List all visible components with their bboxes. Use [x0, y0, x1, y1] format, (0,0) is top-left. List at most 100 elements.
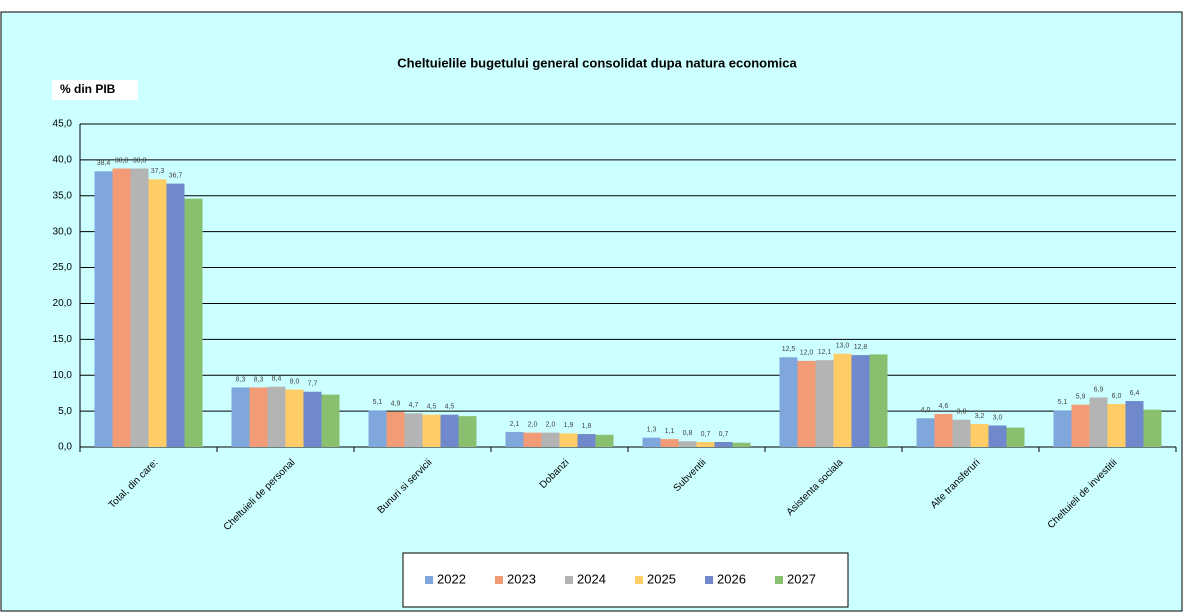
bar: [386, 411, 405, 447]
bar: [797, 360, 816, 447]
bar: [523, 432, 542, 447]
bar: [577, 434, 596, 447]
data-label: 4,7: [409, 402, 419, 409]
bar: [184, 198, 203, 447]
data-label: 3,8: [957, 409, 967, 416]
legend-swatch: [565, 576, 573, 584]
bar: [321, 394, 340, 447]
y-axis-label: % din PIB: [60, 82, 116, 96]
data-label: 12,5: [782, 346, 796, 353]
legend: 2022 2023 2024 2025 2026 2027: [402, 552, 849, 608]
bar: [505, 431, 524, 447]
bar: [303, 391, 322, 447]
data-label: 13,0: [836, 343, 850, 350]
bar: [851, 355, 870, 447]
data-label: 4,5: [427, 404, 437, 411]
legend-label: 2023: [507, 571, 536, 586]
data-label: 8,3: [236, 376, 246, 383]
y-tick-label: 10,0: [53, 370, 73, 381]
bar: [148, 179, 167, 447]
bar: [833, 353, 852, 447]
y-tick-label: 25,0: [53, 262, 73, 273]
bar: [714, 441, 733, 447]
y-label-box: [52, 80, 138, 100]
y-tick-label: 35,0: [53, 190, 73, 201]
y-tick-label: 0,0: [58, 442, 72, 453]
bar: [541, 432, 560, 447]
legend-label: 2022: [437, 571, 466, 586]
bar: [988, 425, 1007, 447]
bar: [112, 168, 131, 447]
legend-swatch: [635, 576, 643, 584]
y-tick-label: 45,0: [53, 119, 73, 130]
y-tick-label: 5,0: [58, 406, 72, 417]
data-label: 12,1: [818, 349, 832, 356]
legend-box: [402, 552, 849, 608]
bar: [130, 168, 149, 447]
legend-label: 2026: [717, 571, 746, 586]
data-label: 5,9: [1076, 393, 1086, 400]
legend-label: 2025: [647, 571, 676, 586]
data-label: 1,3: [647, 427, 657, 434]
chart-title: Cheltuielile bugetului general consolida…: [397, 55, 797, 70]
bar: [166, 183, 185, 447]
data-label: 5,1: [373, 399, 383, 406]
data-label: 1,9: [564, 422, 574, 429]
data-label: 1,8: [582, 423, 592, 430]
bar: [94, 171, 113, 447]
data-label: 4,5: [445, 404, 455, 411]
bar: [285, 389, 304, 447]
data-label: 12,0: [800, 350, 814, 357]
bar: [815, 360, 834, 447]
data-label: 6,0: [1112, 393, 1122, 400]
bar: [1071, 404, 1090, 447]
bar: [1143, 409, 1162, 447]
legend-swatch: [425, 576, 433, 584]
data-label: 1,1: [665, 428, 675, 435]
bar: [231, 387, 250, 447]
data-label: 2,0: [546, 421, 556, 428]
data-label: 38,8: [115, 157, 129, 164]
data-label: 0,7: [719, 431, 729, 438]
data-label: 37,3: [151, 168, 165, 175]
bar: [779, 357, 798, 447]
bar: [422, 414, 441, 447]
bar: [934, 413, 953, 447]
data-label: 4,9: [391, 401, 401, 408]
bar: [660, 439, 679, 447]
data-label: 5,1: [1058, 399, 1068, 406]
data-label: 6,4: [1130, 390, 1140, 397]
data-label: 3,0: [993, 414, 1003, 421]
data-label: 38,8: [133, 157, 147, 164]
data-label: 2,1: [510, 421, 520, 428]
bar: [559, 433, 578, 447]
data-label: 4,0: [921, 407, 931, 414]
bar: [869, 354, 888, 447]
bar: [696, 441, 715, 447]
data-label: 8,0: [290, 378, 300, 385]
data-label: 12,8: [854, 344, 868, 351]
data-label: 38,4: [97, 160, 111, 167]
bar: [595, 434, 614, 447]
bar: [642, 437, 661, 447]
bar: [732, 442, 751, 447]
y-tick-label: 40,0: [53, 155, 73, 166]
data-label: 0,7: [701, 431, 711, 438]
data-label: 3,2: [975, 413, 985, 420]
bar: [440, 414, 459, 447]
bar: [678, 441, 697, 447]
data-label: 6,9: [1094, 386, 1104, 393]
legend-swatch: [705, 576, 713, 584]
bar: [249, 387, 268, 447]
data-label: 8,4: [272, 376, 282, 383]
bar: [267, 386, 286, 447]
bar: [1053, 410, 1072, 447]
y-tick-label: 30,0: [53, 226, 73, 237]
data-label: 0,8: [683, 430, 693, 437]
bar: [970, 424, 989, 447]
data-label: 2,0: [528, 421, 538, 428]
bar: [1125, 401, 1144, 447]
data-label: 4,6: [939, 403, 949, 410]
legend-label: 2027: [787, 571, 816, 586]
